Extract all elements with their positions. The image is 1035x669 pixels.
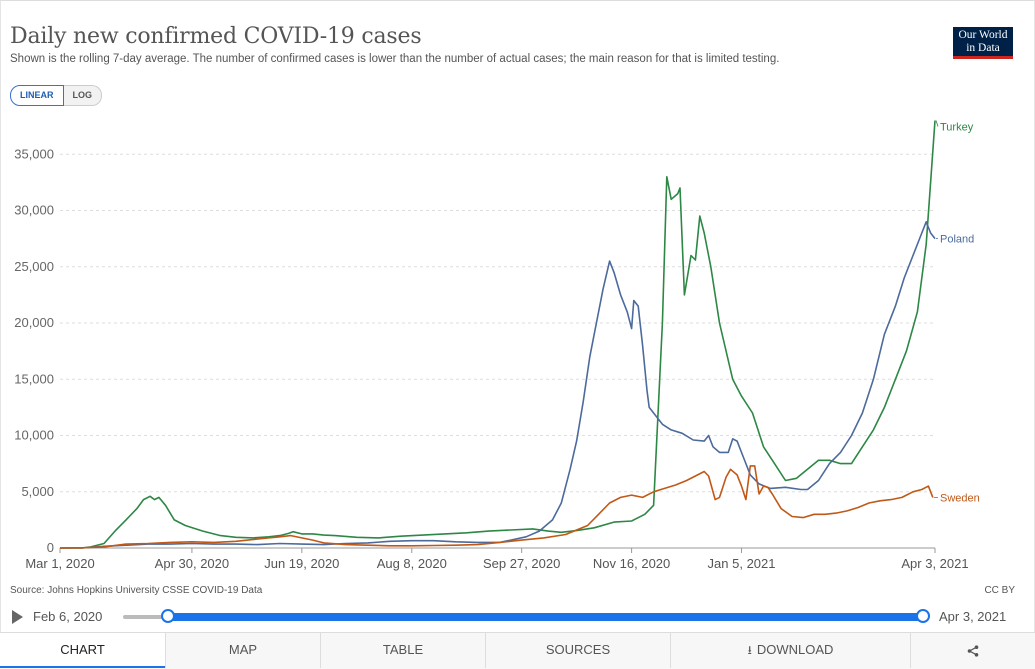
tab-table[interactable]: TABLE bbox=[320, 633, 485, 668]
series-label-turkey: Turkey bbox=[940, 122, 974, 134]
y-tick-label: 25,000 bbox=[14, 259, 54, 274]
timeline-end-handle[interactable] bbox=[916, 609, 930, 623]
y-tick-label: 30,000 bbox=[14, 203, 54, 218]
linear-scale-button[interactable]: LINEAR bbox=[10, 85, 64, 106]
x-tick-label: Apr 30, 2020 bbox=[155, 556, 229, 571]
y-tick-label: 35,000 bbox=[14, 146, 54, 161]
play-icon[interactable] bbox=[12, 610, 23, 624]
share-button[interactable] bbox=[910, 633, 1035, 668]
timeline-end-label: Apr 3, 2021 bbox=[939, 609, 1007, 624]
logo-line-2: in Data bbox=[966, 42, 1000, 54]
series-label-poland: Poland bbox=[940, 234, 974, 246]
x-tick-label: Aug 8, 2020 bbox=[377, 556, 447, 571]
y-tick-label: 0 bbox=[47, 540, 54, 555]
series-label-sweden: Sweden bbox=[940, 492, 980, 504]
series-line-sweden bbox=[59, 465, 934, 549]
log-scale-button[interactable]: LOG bbox=[63, 85, 102, 106]
logo-line-1: Our World bbox=[958, 29, 1008, 41]
share-icon bbox=[967, 644, 979, 657]
x-tick-label: Nov 16, 2020 bbox=[593, 556, 670, 571]
timeline: Feb 6, 2020 Apr 3, 2021 bbox=[0, 603, 1035, 631]
scale-toggle: LINEAR LOG bbox=[10, 85, 102, 106]
tab-download[interactable]: ⭳ DOWNLOAD bbox=[670, 633, 910, 668]
y-tick-label: 10,000 bbox=[14, 428, 54, 443]
timeline-start-handle[interactable] bbox=[161, 609, 175, 623]
x-tick-label: Mar 1, 2020 bbox=[25, 556, 94, 571]
series-line-poland bbox=[60, 221, 936, 549]
source-note[interactable]: Source: Johns Hopkins University CSSE CO… bbox=[10, 585, 263, 596]
license-link[interactable]: CC BY bbox=[984, 585, 1015, 596]
chart-subtitle: Shown is the rolling 7-day average. The … bbox=[10, 53, 780, 65]
tab-sources[interactable]: SOURCES bbox=[485, 633, 670, 668]
download-icon: ⭳ bbox=[747, 643, 752, 657]
tab-download-label: DOWNLOAD bbox=[756, 642, 834, 657]
tab-chart[interactable]: CHART bbox=[0, 633, 165, 668]
x-tick-label: Sep 27, 2020 bbox=[483, 556, 560, 571]
y-tick-label: 5,000 bbox=[21, 484, 54, 499]
series-line-turkey bbox=[60, 120, 936, 549]
series-label-connector bbox=[935, 120, 939, 127]
y-tick-label: 15,000 bbox=[14, 371, 54, 386]
x-tick-label: Jun 19, 2020 bbox=[264, 556, 339, 571]
chart-title: Daily new confirmed COVID-19 cases bbox=[10, 24, 422, 49]
x-tick-label: Apr 3, 2021 bbox=[901, 556, 968, 571]
owid-logo[interactable]: Our World in Data bbox=[953, 27, 1013, 59]
x-tick-label: Jan 5, 2021 bbox=[708, 556, 776, 571]
timeline-start-label: Feb 6, 2020 bbox=[33, 609, 103, 624]
tab-bar: CHART MAP TABLE SOURCES ⭳ DOWNLOAD bbox=[0, 632, 1035, 669]
line-chart: 0 5,000 10,000 15,000 20,000 25,000 30,000 35,0… bbox=[14, 120, 980, 571]
timeline-selected-range bbox=[168, 613, 923, 621]
tab-map[interactable]: MAP bbox=[165, 633, 320, 668]
y-tick-label: 20,000 bbox=[14, 315, 54, 330]
